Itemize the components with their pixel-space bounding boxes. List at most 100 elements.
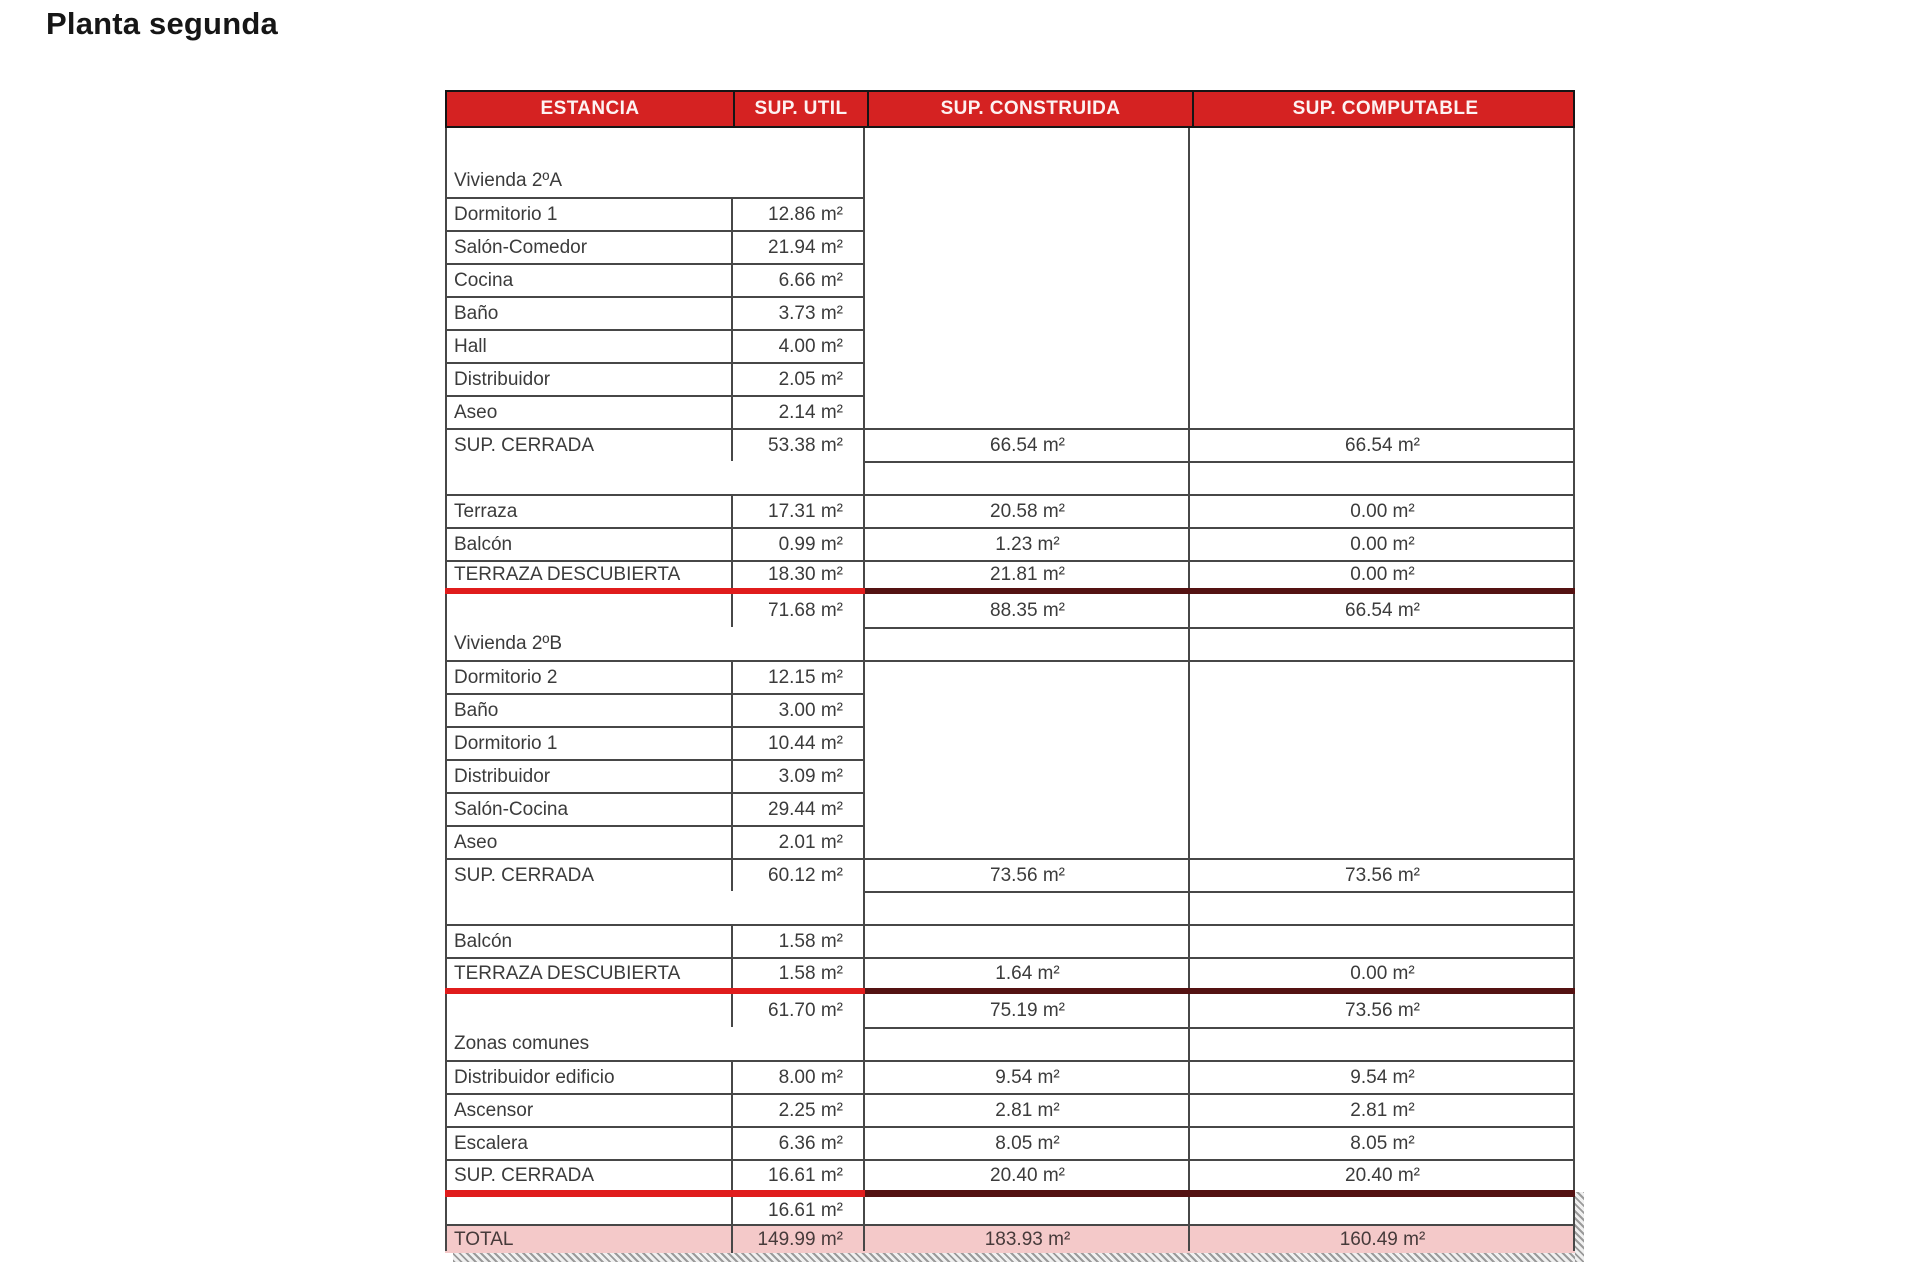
sup-util-value: 3.09 m²	[731, 759, 865, 792]
separator-red-segment	[445, 1190, 865, 1197]
table-row: Aseo 2.14 m²	[445, 395, 1575, 428]
sup-util-value: 61.70 m²	[731, 994, 865, 1027]
room-name: Distribuidor edificio	[445, 1060, 731, 1093]
sup-computable-value: 66.54 m²	[1345, 599, 1420, 621]
sum-label: TERRAZA DESCUBIERTA	[445, 957, 731, 988]
sup-util-value: 4.00 m²	[731, 329, 865, 362]
room-name: Terraza	[445, 494, 731, 527]
total-sup-util: 149.99 m²	[731, 1224, 865, 1253]
section-label: Vivienda 2ºB	[454, 632, 562, 654]
column-header-sup-util: SUP. UTIL	[733, 92, 867, 126]
table-row: Escalera 6.36 m² 8.05 m² 8.05 m²	[445, 1126, 1575, 1159]
room-name: Distribuidor	[445, 759, 731, 792]
room-name: Balcón	[445, 527, 731, 560]
sup-construida-value: 2.81 m²	[865, 1093, 1190, 1126]
subtotal-row: 71.68 m² 88.35 m² 66.54 m²	[445, 594, 1575, 627]
sup-util-value: 2.14 m²	[731, 395, 865, 428]
sup-construida-value: 66.54 m²	[865, 428, 1190, 461]
sup-util-value: 3.73 m²	[731, 296, 865, 329]
section-label: Vivienda 2ºA	[454, 170, 562, 191]
table-row: Cocina 6.66 m²	[445, 263, 1575, 296]
table-row: Distribuidor edificio 8.00 m² 9.54 m² 9.…	[445, 1060, 1575, 1093]
section-separator-line	[445, 988, 1575, 994]
room-name: Baño	[445, 296, 731, 329]
sup-construida-value: 1.23 m²	[865, 527, 1190, 560]
subtotal-row: 16.61 m²	[445, 1197, 1575, 1224]
sum-row: SUP. CERRADA 53.38 m² 66.54 m² 66.54 m²	[445, 428, 1575, 461]
sup-construida-value: 9.54 m²	[865, 1060, 1190, 1093]
sup-construida-value: 73.56 m²	[865, 858, 1190, 891]
room-name: Baño	[445, 693, 731, 726]
table-row: Distribuidor 3.09 m²	[445, 759, 1575, 792]
sup-util-value: 3.00 m²	[731, 693, 865, 726]
sup-construida-value: 20.40 m²	[865, 1159, 1190, 1190]
sup-computable-value: 0.00 m²	[1190, 560, 1575, 588]
column-header-sup-construida: SUP. CONSTRUIDA	[867, 92, 1192, 126]
sup-util-value: 6.36 m²	[731, 1126, 865, 1159]
sum-row: TERRAZA DESCUBIERTA 1.58 m² 1.64 m² 0.00…	[445, 957, 1575, 988]
sup-construida-value: 88.35 m²	[990, 599, 1065, 621]
sum-row: SUP. CERRADA 60.12 m² 73.56 m² 73.56 m²	[445, 858, 1575, 891]
sup-util-value: 6.66 m²	[731, 263, 865, 296]
sup-computable-value: 8.05 m²	[1190, 1126, 1575, 1159]
total-label: TOTAL	[445, 1224, 731, 1253]
room-name: Ascensor	[445, 1093, 731, 1126]
sup-util-value: 60.12 m²	[731, 858, 865, 891]
room-name: Distribuidor	[445, 362, 731, 395]
total-sup-construida: 183.93 m²	[865, 1224, 1190, 1253]
room-name: Salón-Comedor	[445, 230, 731, 263]
sup-construida-value: 21.81 m²	[865, 560, 1190, 588]
room-name: Aseo	[445, 395, 731, 428]
separator-red-segment	[445, 988, 865, 994]
table-row: Distribuidor 2.05 m²	[445, 362, 1575, 395]
sup-util-value: 21.94 m²	[731, 230, 865, 263]
sup-construida-value: 1.64 m²	[865, 957, 1190, 988]
table-drop-shadow-bottom	[453, 1253, 1584, 1262]
separator-red-segment	[445, 588, 865, 594]
sup-computable-value: 73.56 m²	[1345, 999, 1420, 1021]
sup-util-value: 1.58 m²	[731, 924, 865, 957]
table-row: Terraza 17.31 m² 20.58 m² 0.00 m²	[445, 494, 1575, 527]
room-name: Escalera	[445, 1126, 731, 1159]
column-header-sup-computable: SUP. COMPUTABLE	[1192, 92, 1577, 126]
sup-computable-value: 73.56 m²	[1190, 858, 1575, 891]
sup-util-value: 10.44 m²	[731, 726, 865, 759]
separator-dark-segment	[865, 1190, 1575, 1197]
table-header-row: ESTANCIA SUP. UTIL SUP. CONSTRUIDA SUP. …	[445, 90, 1575, 128]
section-label-row: Zonas comunes	[445, 1027, 1575, 1060]
room-name: Dormitorio 1	[445, 726, 731, 759]
room-name: Dormitorio 2	[445, 660, 731, 693]
table-row: Hall 4.00 m²	[445, 329, 1575, 362]
table-row: Dormitorio 1 12.86 m²	[445, 197, 1575, 230]
sup-util-value: 2.25 m²	[731, 1093, 865, 1126]
sum-row: SUP. CERRADA 16.61 m² 20.40 m² 20.40 m²	[445, 1159, 1575, 1190]
sum-label: SUP. CERRADA	[445, 428, 731, 461]
total-row: TOTAL 149.99 m² 183.93 m² 160.49 m²	[445, 1224, 1575, 1253]
sup-util-value: 16.61 m²	[731, 1197, 865, 1224]
table-row: Balcón 1.58 m²	[445, 924, 1575, 957]
table-row: Baño 3.73 m²	[445, 296, 1575, 329]
total-sup-computable: 160.49 m²	[1190, 1224, 1575, 1253]
section-separator-line	[445, 1190, 1575, 1197]
sup-util-value: 1.58 m²	[731, 957, 865, 988]
sup-computable-value: 0.00 m²	[1190, 527, 1575, 560]
sup-computable-value: 2.81 m²	[1190, 1093, 1575, 1126]
sum-row: TERRAZA DESCUBIERTA 18.30 m² 21.81 m² 0.…	[445, 560, 1575, 588]
spacer-row	[445, 461, 1575, 494]
sup-util-value: 16.61 m²	[731, 1159, 865, 1190]
separator-dark-segment	[865, 588, 1575, 594]
table-row: Baño 3.00 m²	[445, 693, 1575, 726]
sum-label: SUP. CERRADA	[445, 858, 731, 891]
table-row: Dormitorio 1 10.44 m²	[445, 726, 1575, 759]
table-drop-shadow-right	[1575, 1192, 1584, 1262]
sup-util-value: 0.99 m²	[731, 527, 865, 560]
room-name: Aseo	[445, 825, 731, 858]
sup-computable-value: 0.00 m²	[1190, 494, 1575, 527]
sup-util-value: 12.86 m²	[731, 197, 865, 230]
sup-computable-value: 9.54 m²	[1190, 1060, 1575, 1093]
sup-construida-value: 75.19 m²	[990, 999, 1065, 1021]
areas-table: ESTANCIA SUP. UTIL SUP. CONSTRUIDA SUP. …	[445, 90, 1584, 1262]
sup-computable-value: 66.54 m²	[1190, 428, 1575, 461]
room-name: Dormitorio 1	[445, 197, 731, 230]
